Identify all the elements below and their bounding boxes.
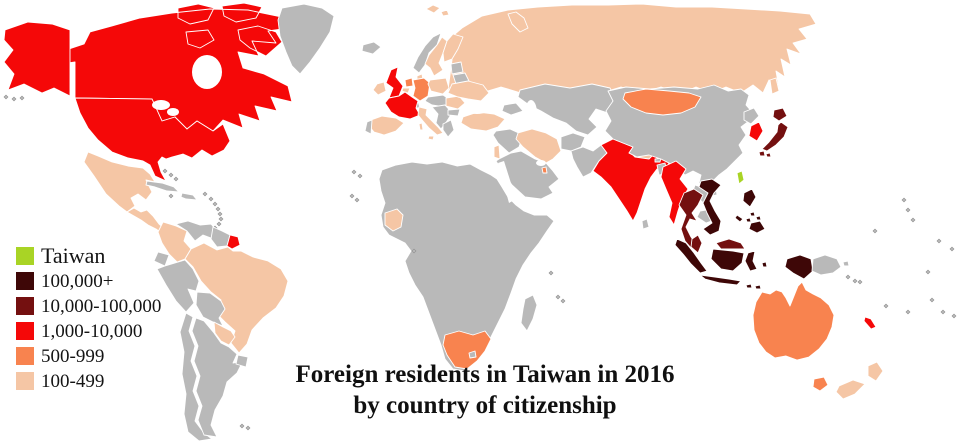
country-israel: [493, 144, 501, 160]
country-new-caledonia: [863, 316, 877, 330]
country-syria-iraq: [492, 128, 524, 154]
country-united-kingdom: [385, 66, 404, 99]
red-sea: [498, 161, 516, 203]
country-united-states: [3, 21, 231, 182]
legend-swatch-10000-100000: [16, 297, 34, 315]
region-africa-other: [378, 161, 555, 372]
legend-label: 10,000-100,000: [41, 295, 162, 317]
aleutian-islands: [3, 94, 25, 102]
hudson-bay: [192, 55, 222, 89]
country-netherlands: [404, 77, 414, 88]
country-bolivia: [195, 291, 226, 327]
country-vietnam: [698, 178, 722, 236]
falkland-islands: [239, 423, 251, 431]
country-qatar: [541, 166, 548, 174]
country-norway: [412, 32, 442, 74]
country-afghanistan: [560, 132, 586, 152]
legend-label: 100-499: [41, 370, 105, 392]
country-philippines: [734, 188, 766, 234]
country-nigeria: [384, 208, 404, 232]
legend-row-10000-100000: 10,000-100,000: [16, 295, 162, 317]
country-iran: [515, 128, 562, 164]
country-lesotho: [468, 350, 477, 359]
country-peru: [156, 259, 200, 313]
legend-swatch-500-999: [16, 347, 34, 365]
country-belgium: [401, 87, 411, 94]
country-ireland: [372, 81, 387, 96]
country-south-africa: [442, 330, 492, 370]
country-malaysia: [690, 234, 746, 254]
country-north-korea: [743, 107, 760, 125]
legend: Taiwan 100,000+ 10,000-100,000 1,000-10,…: [16, 243, 162, 397]
country-uruguay: [235, 354, 249, 368]
country-kazakhstan-central-asia: [517, 83, 617, 136]
black-sea: [464, 102, 490, 114]
country-turkey: [460, 111, 506, 132]
country-sweden: [424, 36, 448, 77]
country-iceland: [361, 41, 382, 55]
map-title-line1: Foreign residents in Taiwan in 2016: [295, 361, 675, 388]
country-madagascar: [520, 294, 538, 332]
atlantic-islands: [349, 169, 417, 254]
legend-label: 1,000-10,000: [41, 320, 143, 342]
legend-label: Taiwan: [41, 243, 106, 268]
caspian-sea: [525, 100, 537, 126]
country-australia: [752, 281, 835, 392]
country-hispaniola: [180, 192, 198, 201]
country-baltic-states: [450, 61, 464, 75]
country-greece: [442, 119, 455, 138]
country-germany: [412, 77, 431, 102]
indian-ocean-islands: [548, 270, 566, 304]
map-title: Foreign residents in Taiwan in 2016 by c…: [245, 360, 725, 421]
country-paraguay: [213, 321, 236, 346]
country-portugal: [364, 119, 373, 135]
map-title-line2: by country of citizenship: [353, 391, 617, 419]
legend-swatch-taiwan: [16, 247, 34, 265]
country-japan: [758, 107, 789, 158]
country-ukraine: [447, 80, 490, 102]
country-caucasus: [501, 102, 524, 116]
legend-row-500-999: 500-999: [16, 345, 161, 367]
legend-swatch-1000-10000: [16, 322, 34, 340]
country-papua-new-guinea: [811, 254, 850, 276]
country-new-zealand: [835, 361, 884, 400]
legend-row-100000-plus: 100,000+: [16, 270, 161, 292]
country-indonesia: [674, 238, 814, 290]
legend-row-1000-10000: 1,000-10,000: [16, 320, 161, 342]
country-brazil: [184, 242, 289, 354]
country-greenland: [277, 3, 335, 75]
country-poland: [427, 77, 450, 95]
country-cuba: [145, 180, 180, 193]
legend-label: 500-999: [41, 345, 105, 367]
country-myanmar: [660, 160, 689, 226]
country-bulgaria: [447, 108, 461, 117]
country-finland: [442, 33, 464, 63]
country-russia: [447, 3, 817, 94]
persian-gulf: [536, 160, 546, 166]
island-sakhalin: [769, 77, 780, 95]
great-lakes: [152, 100, 170, 110]
pacific-islands: [845, 197, 957, 319]
legend-swatch-100-499: [16, 372, 34, 390]
island-novaya-zemlya: [507, 11, 529, 33]
country-french-guiana: [226, 234, 241, 250]
country-canada: [61, 2, 293, 132]
country-mexico: [83, 151, 156, 213]
legend-label: 100,000+: [41, 270, 114, 292]
country-mongolia: [622, 88, 702, 116]
country-italy: [417, 106, 444, 141]
country-thailand: [678, 188, 704, 250]
legend-row-100-499: 100-499: [16, 370, 161, 392]
legend-row-taiwan: Taiwan: [16, 243, 161, 268]
country-south-korea: [748, 121, 764, 142]
country-spain: [368, 115, 405, 136]
great-lakes-east: [167, 108, 179, 116]
country-taiwan: [736, 170, 745, 185]
legend-swatch-100000-plus: [16, 272, 34, 290]
country-argentina: [191, 317, 244, 438]
country-sri-lanka: [641, 218, 650, 230]
island-svalbard: [425, 4, 450, 17]
